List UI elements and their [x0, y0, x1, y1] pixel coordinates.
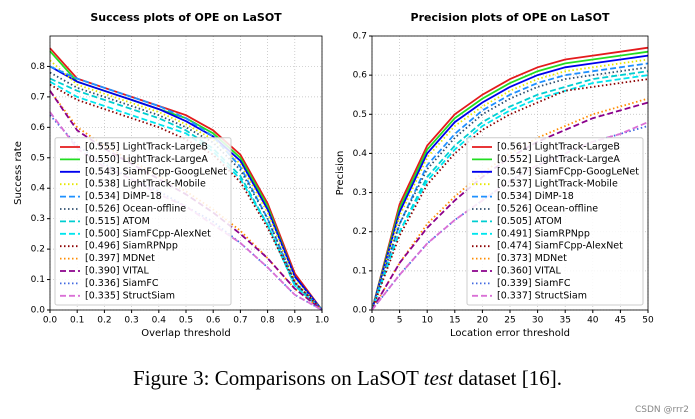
plot-frame	[49, 35, 323, 311]
series-line	[49, 65, 323, 311]
y-tick-label: 0.8	[31, 62, 46, 72]
series-line	[371, 66, 649, 311]
caption-italic: test	[423, 366, 453, 390]
x-tick-label: 40	[587, 316, 599, 326]
y-tick-label: 0.1	[31, 275, 45, 285]
legend-label: [0.561] LightTrack-LargeB	[497, 142, 620, 153]
x-tick-label: 15	[449, 316, 460, 326]
legend-label: [0.496] SiamRPNpp	[85, 241, 178, 252]
x-axis-label: Overlap threshold	[141, 328, 231, 339]
y-tick-label: 0.4	[31, 184, 46, 194]
series-line	[371, 50, 649, 311]
x-tick-label: 0.2	[97, 316, 111, 326]
series-line	[371, 97, 649, 311]
legend-label: [0.515] ATOM	[85, 216, 150, 227]
x-axis-label: Location error threshold	[450, 328, 570, 339]
figure: Success plots of OPE on LaSOT Overlap thr…	[13, 11, 654, 339]
legend-box	[54, 137, 232, 306]
legend-label: [0.335] StructSiam	[85, 290, 175, 301]
legend-label: [0.390] VITAL	[85, 266, 149, 277]
legend-label: [0.360] VITAL	[497, 266, 561, 277]
x-tick-label: 45	[615, 316, 626, 326]
x-tick-label: 30	[532, 316, 544, 326]
x-tick-label: 20	[477, 316, 489, 326]
x-tick-label: 0	[369, 316, 375, 326]
x-tick-label: 0.4	[152, 316, 167, 326]
series-line	[371, 58, 649, 311]
legend: [0.555] LightTrack-LargeB[0.550] LightTr…	[54, 137, 232, 306]
legend-label: [0.526] Ocean-offline	[497, 204, 598, 215]
legend-label: [0.500] SiamFCpp-AlexNet	[85, 228, 211, 239]
caption-text: dataset [16].	[452, 366, 562, 390]
y-tick-label: 0.6	[353, 71, 368, 81]
caption: Figure 3: Comparisons on LaSOT test data…	[0, 366, 695, 391]
y-tick-label: 0.4	[353, 149, 368, 159]
y-tick-label: 0.2	[353, 227, 367, 237]
x-tick-label: 0.6	[206, 316, 221, 326]
series-line	[49, 59, 323, 311]
legend-label: [0.337] StructSiam	[497, 290, 587, 301]
plot-frame	[371, 35, 649, 311]
x-tick-label: 25	[504, 316, 515, 326]
legend-label: [0.547] SiamFCpp-GoogLeNet	[497, 166, 639, 177]
x-tick-label: 0.9	[288, 316, 303, 326]
x-tick-label: 10	[421, 316, 433, 326]
series-line	[371, 78, 649, 311]
legend-label: [0.550] LightTrack-LargeA	[85, 154, 208, 165]
legend-box	[466, 137, 644, 306]
x-tick-label: 0.7	[233, 316, 247, 326]
series-line	[49, 65, 323, 311]
series-line	[371, 74, 649, 311]
caption-text: Figure 3: Comparisons on LaSOT	[133, 366, 424, 390]
y-tick-label: 0.0	[353, 306, 368, 316]
y-tick-label: 0.1	[353, 266, 367, 276]
x-tick-label: 1.0	[315, 316, 330, 326]
legend-label: [0.526] Ocean-offline	[85, 204, 186, 215]
y-tick-label: 0.3	[353, 188, 367, 198]
legend-label: [0.538] LightTrack-Mobile	[85, 179, 206, 190]
legend-label: [0.552] LightTrack-LargeA	[497, 154, 620, 165]
x-tick-label: 50	[642, 316, 654, 326]
legend-label: [0.543] SiamFCpp-GoogLeNet	[85, 166, 227, 177]
series-line	[49, 77, 323, 311]
x-tick-label: 0.3	[124, 316, 138, 326]
y-tick-label: 0.0	[31, 306, 46, 316]
legend-label: [0.397] MDNet	[85, 253, 155, 264]
chart-title: Precision plots of OPE on LaSOT	[411, 11, 610, 24]
chart-title: Success plots of OPE on LaSOT	[90, 11, 282, 24]
legend-label: [0.491] SiamRPNpp	[497, 228, 590, 239]
x-tick-label: 0.1	[70, 316, 84, 326]
x-tick-label: 0.8	[260, 316, 275, 326]
legend-label: [0.534] DiMP-18	[85, 191, 162, 202]
legend-label: [0.373] MDNet	[497, 253, 567, 264]
legend-label: [0.505] ATOM	[497, 216, 562, 227]
legend-label: [0.336] SiamFC	[85, 278, 159, 289]
series-line	[371, 70, 649, 311]
y-axis-label: Precision	[335, 151, 346, 196]
x-tick-label: 0.0	[43, 316, 58, 326]
x-tick-label: 5	[397, 316, 403, 326]
y-tick-label: 0.5	[31, 153, 45, 163]
y-tick-label: 0.7	[353, 32, 367, 42]
y-tick-label: 0.5	[353, 110, 367, 120]
y-tick-label: 0.7	[31, 92, 45, 102]
x-tick-label: 0.5	[179, 316, 193, 326]
y-tick-label: 0.3	[31, 214, 45, 224]
legend-label: [0.555] LightTrack-LargeB	[85, 142, 208, 153]
y-tick-label: 0.6	[31, 123, 46, 133]
series-line	[371, 54, 649, 311]
legend-label: [0.537] LightTrack-Mobile	[497, 179, 618, 190]
legend-label: [0.339] SiamFC	[497, 278, 571, 289]
series-line	[371, 46, 649, 311]
series-line	[371, 62, 649, 311]
legend-label: [0.474] SiamFCpp-AlexNet	[497, 241, 623, 252]
legend: [0.561] LightTrack-LargeB[0.552] LightTr…	[466, 137, 644, 306]
y-tick-label: 0.2	[31, 245, 45, 255]
watermark: CSDN @rrr2	[634, 405, 689, 415]
legend-label: [0.534] DiMP-18	[497, 191, 574, 202]
y-axis-label: Success rate	[13, 141, 24, 205]
x-tick-label: 35	[559, 316, 570, 326]
